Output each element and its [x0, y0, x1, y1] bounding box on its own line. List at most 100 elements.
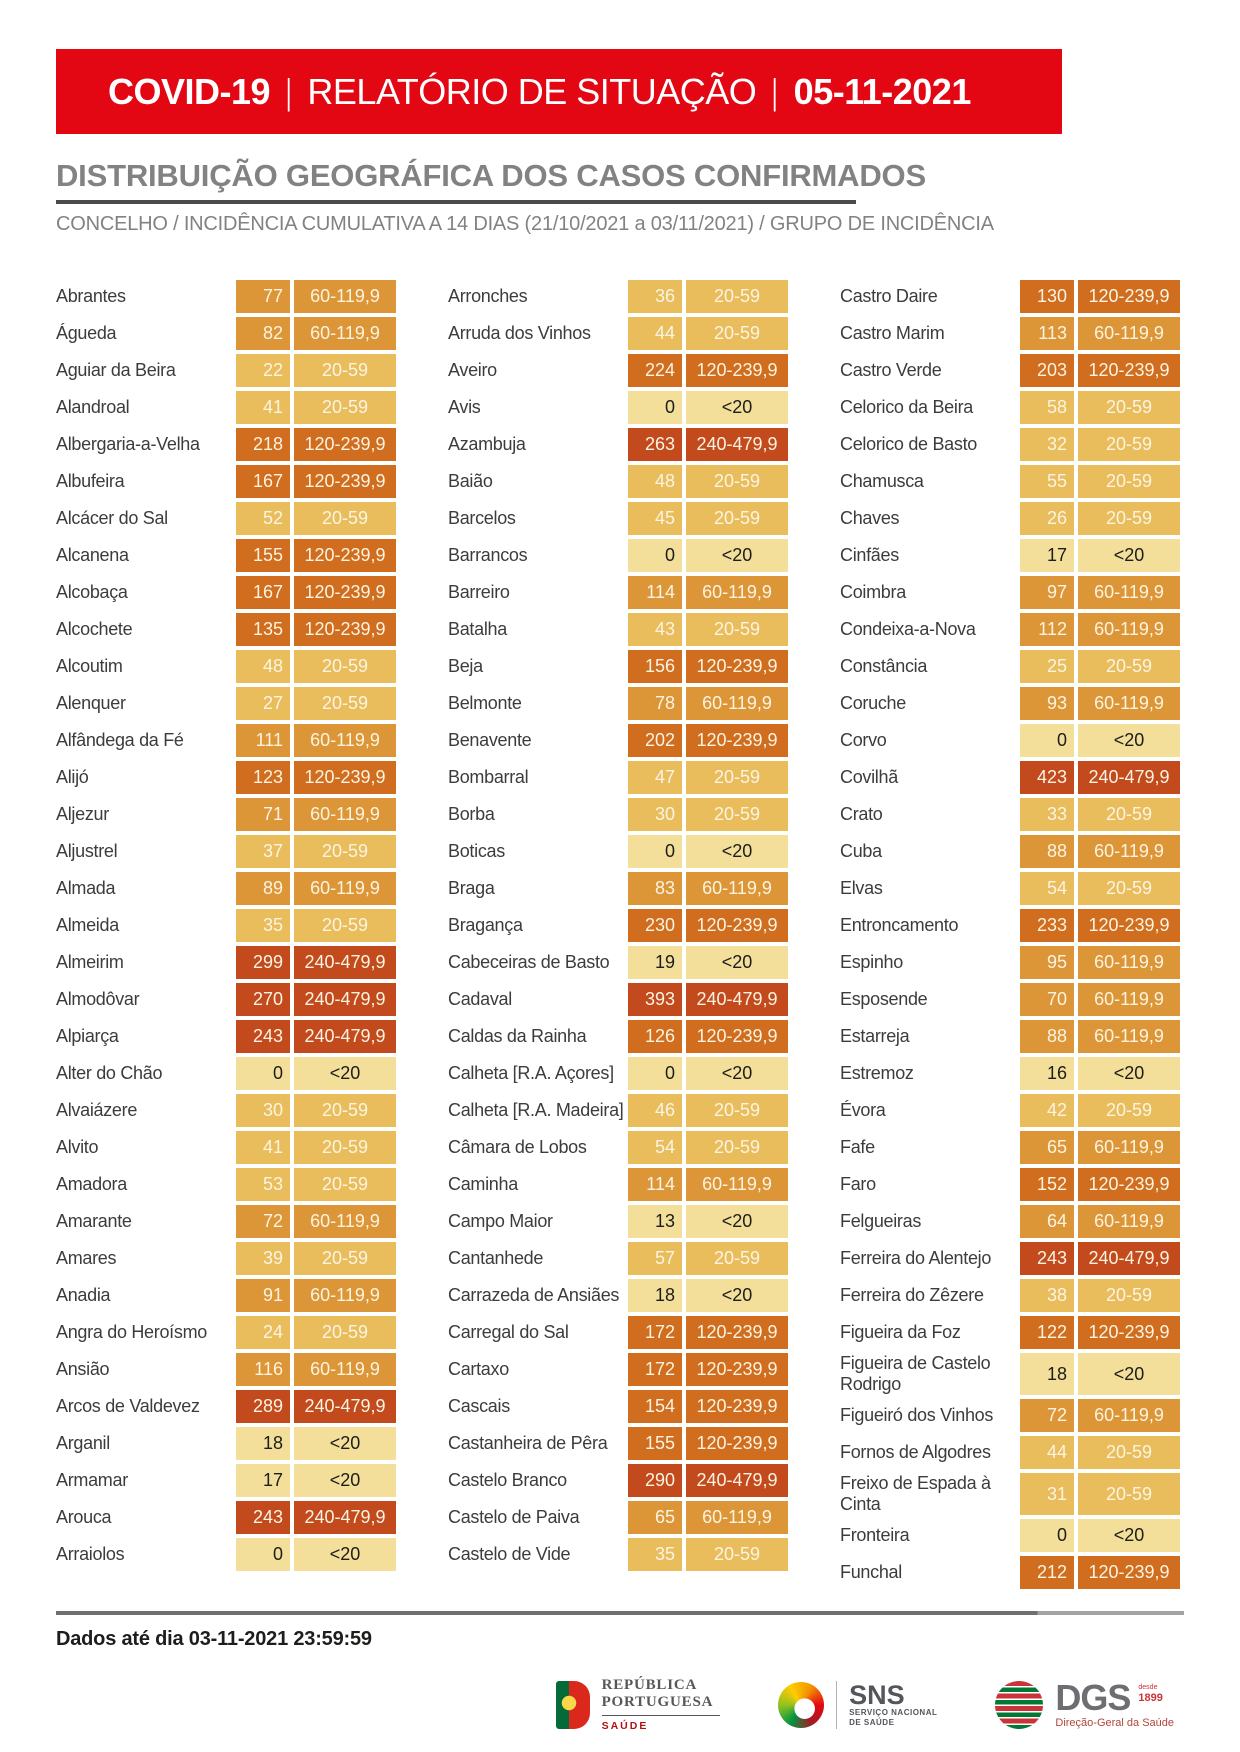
municipality-name: Constância [840, 656, 928, 676]
incidence-value: 299 [236, 946, 290, 979]
sns-abbr: SNS [849, 1679, 905, 1710]
municipality-name: Entroncamento [840, 915, 959, 935]
table-row: Funchal 212 120-239,9 [840, 1556, 1184, 1589]
municipality-name: Estarreja [840, 1026, 910, 1046]
municipality-name: Armamar [56, 1470, 128, 1490]
municipality-name: Ansião [56, 1359, 110, 1379]
table-row: Castelo de Paiva 65 60-119,9 [448, 1501, 792, 1534]
pipe-separator: | [285, 70, 292, 112]
table-row: Amadora 53 20-59 [56, 1168, 400, 1201]
table-row: Cinfães 17 <20 [840, 539, 1184, 572]
section-subtitle: CONCELHO / INCIDÊNCIA CUMULATIVA A 14 DI… [56, 213, 994, 235]
report-product: COVID-19 [108, 70, 271, 112]
table-row: Borba 30 20-59 [448, 798, 792, 831]
incidence-group: <20 [294, 1427, 396, 1460]
sns-subtitle-line1: SERVIÇO NACIONAL [849, 1707, 938, 1717]
incidence-group: 20-59 [294, 1316, 396, 1349]
municipality-name: Barcelos [448, 508, 516, 528]
municipality-name: Carrazeda de Ansiães [448, 1285, 620, 1305]
municipality-name: Almada [56, 878, 116, 898]
section-title: DISTRIBUIÇÃO GEOGRÁFICA DOS CASOS CONFIR… [56, 158, 926, 193]
incidence-value: 155 [236, 539, 290, 572]
incidence-value: 31 [1020, 1473, 1074, 1515]
table-row: Arouca 243 240-479,9 [56, 1501, 400, 1534]
table-row: Alcobaça 167 120-239,9 [56, 576, 400, 609]
table-row: Castro Daire 130 120-239,9 [840, 280, 1184, 313]
table-row: Esposende 70 60-119,9 [840, 983, 1184, 1016]
incidence-value: 48 [628, 465, 682, 498]
incidence-value: 0 [236, 1538, 290, 1571]
title-underline [56, 200, 856, 204]
incidence-value: 202 [628, 724, 682, 757]
table-row: Cuba 88 60-119,9 [840, 835, 1184, 868]
table-row: Almeirim 299 240-479,9 [56, 946, 400, 979]
municipality-name: Braga [448, 878, 495, 898]
republica-saude-label: SAÚDE [601, 1720, 649, 1732]
incidence-group: 60-119,9 [294, 1205, 396, 1238]
incidence-value: 19 [628, 946, 682, 979]
municipality-name: Almeirim [56, 952, 124, 972]
incidence-value: 126 [628, 1020, 682, 1053]
municipality-name: Alpiarça [56, 1026, 119, 1046]
table-row: Alenquer 27 20-59 [56, 687, 400, 720]
incidence-group: 120-239,9 [1078, 909, 1180, 942]
table-row: Fafe 65 60-119,9 [840, 1131, 1184, 1164]
incidence-value: 77 [236, 280, 290, 313]
incidence-group: 20-59 [686, 1538, 788, 1571]
incidence-value: 13 [628, 1205, 682, 1238]
municipality-name: Castanheira de Pêra [448, 1433, 608, 1453]
incidence-group: 240-479,9 [294, 1501, 396, 1534]
incidence-group: 60-119,9 [1078, 946, 1180, 979]
incidence-table: Abrantes 77 60-119,9 Águeda 82 60-119,9 Aguiar… [56, 280, 1184, 1593]
incidence-value: 72 [1020, 1399, 1074, 1432]
municipality-name: Alcobaça [56, 582, 128, 602]
incidence-group: 20-59 [686, 465, 788, 498]
incidence-group: 120-239,9 [1078, 1556, 1180, 1589]
incidence-group: 20-59 [294, 687, 396, 720]
incidence-group: <20 [686, 539, 788, 572]
incidence-group: <20 [1078, 1057, 1180, 1090]
municipality-name: Alvaiázere [56, 1100, 138, 1120]
table-row: Bombarral 47 20-59 [448, 761, 792, 794]
table-row: Belmonte 78 60-119,9 [448, 687, 792, 720]
municipality-name: Avis [448, 397, 481, 417]
footer-divider [56, 1611, 1184, 1615]
incidence-group: 60-119,9 [294, 317, 396, 350]
municipality-name: Amarante [56, 1211, 132, 1231]
incidence-group: 20-59 [294, 1131, 396, 1164]
incidence-value: 18 [236, 1427, 290, 1460]
incidence-group: 120-239,9 [686, 1427, 788, 1460]
municipality-name: Caldas da Rainha [448, 1026, 587, 1046]
incidence-value: 243 [236, 1020, 290, 1053]
table-row: Batalha 43 20-59 [448, 613, 792, 646]
incidence-group: 60-119,9 [1078, 1020, 1180, 1053]
incidence-value: 154 [628, 1390, 682, 1423]
incidence-value: 42 [1020, 1094, 1074, 1127]
table-row: Coruche 93 60-119,9 [840, 687, 1184, 720]
table-row: Braga 83 60-119,9 [448, 872, 792, 905]
logo-strip: REPÚBLICA PORTUGUESA SAÚDE SNS SERVIÇO N… [56, 1677, 1184, 1732]
municipality-name: Arganil [56, 1433, 110, 1453]
municipality-name: Arronches [448, 286, 528, 306]
table-row: Azambuja 263 240-479,9 [448, 428, 792, 461]
municipality-name: Alvito [56, 1137, 99, 1157]
municipality-name: Arraiolos [56, 1544, 125, 1564]
municipality-name: Felgueiras [840, 1211, 922, 1231]
municipality-name: Bombarral [448, 767, 529, 787]
republica-line1: REPÚBLICA [601, 1677, 698, 1693]
incidence-value: 114 [628, 576, 682, 609]
incidence-group: 60-119,9 [294, 798, 396, 831]
table-row: Cantanhede 57 20-59 [448, 1242, 792, 1275]
incidence-value: 0 [1020, 1519, 1074, 1552]
table-row: Bragança 230 120-239,9 [448, 909, 792, 942]
incidence-value: 36 [628, 280, 682, 313]
municipality-name: Figueiró dos Vinhos [840, 1405, 994, 1425]
municipality-name: Condeixa-a-Nova [840, 619, 976, 639]
municipality-name: Amadora [56, 1174, 127, 1194]
incidence-value: 393 [628, 983, 682, 1016]
incidence-group: <20 [686, 835, 788, 868]
table-row: Calheta [R.A. Madeira] 46 20-59 [448, 1094, 792, 1127]
incidence-group: 60-119,9 [294, 280, 396, 313]
municipality-name: Freixo de Espada à Cinta [840, 1473, 991, 1514]
incidence-value: 54 [1020, 872, 1074, 905]
